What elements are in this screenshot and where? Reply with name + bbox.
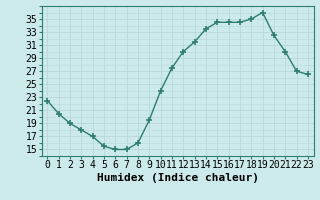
X-axis label: Humidex (Indice chaleur): Humidex (Indice chaleur) bbox=[97, 173, 259, 183]
